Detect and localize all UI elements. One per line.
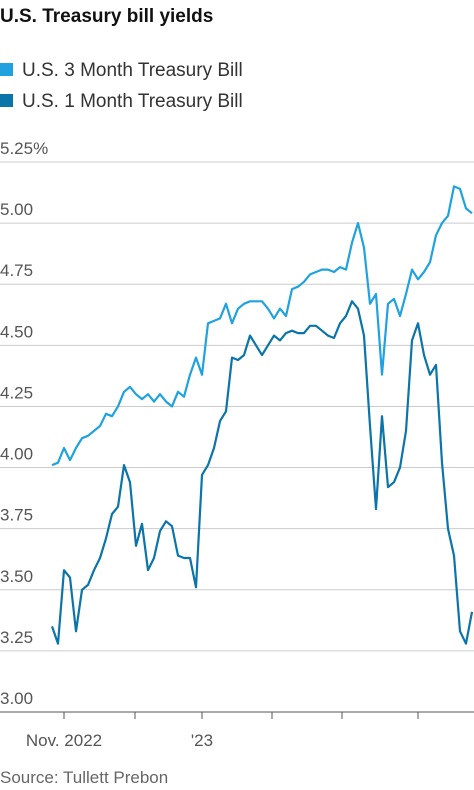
- x-tick-label: Nov. 2022: [26, 731, 102, 750]
- x-tick-label: '23: [191, 731, 213, 750]
- y-tick-label: 3.00: [0, 689, 33, 708]
- y-tick-label: 4.00: [0, 445, 33, 464]
- y-tick-label: 4.25: [0, 383, 33, 402]
- source: Source: Tullett Prebon: [0, 768, 168, 787]
- series-line: [50, 300, 474, 645]
- legend-swatch: [0, 63, 13, 76]
- y-tick-label: 3.25: [0, 628, 33, 647]
- y-tick-label: 4.50: [0, 322, 33, 341]
- y-tick-label: 3.75: [0, 506, 33, 525]
- legend-label: U.S. 3 Month Treasury Bill: [22, 60, 243, 81]
- y-tick-label: 5.25%: [0, 139, 48, 158]
- legend-label: U.S. 1 Month Treasury Bill: [22, 91, 243, 112]
- series-line: [51, 185, 473, 467]
- legend-swatch: [0, 94, 13, 107]
- y-tick-label: 3.50: [0, 567, 33, 586]
- y-tick-label: 5.00: [0, 200, 33, 219]
- chart-title: U.S. Treasury bill yields: [0, 6, 213, 27]
- y-tick-label: 4.75: [0, 261, 33, 280]
